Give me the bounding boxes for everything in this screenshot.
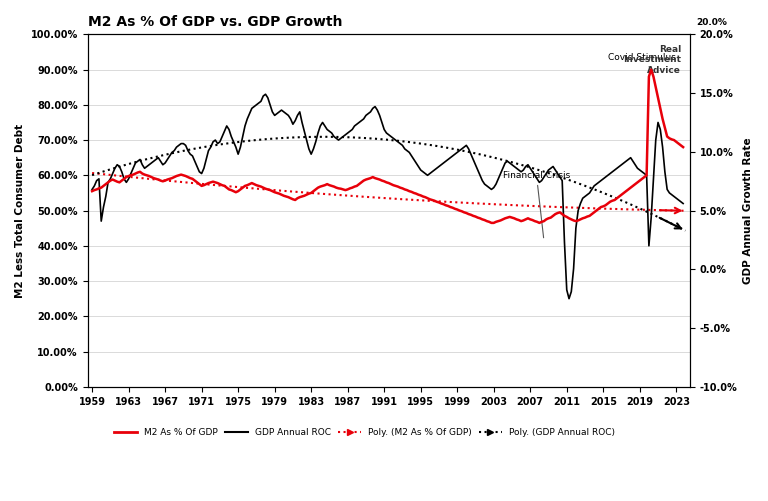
Text: Financial Crisis: Financial Crisis — [503, 171, 570, 238]
Legend: M2 As % Of GDP, GDP Annual ROC, Poly. (M2 As % Of GDP), Poly. (GDP Annual ROC): M2 As % Of GDP, GDP Annual ROC, Poly. (M… — [111, 424, 618, 440]
Y-axis label: GDP Annual Growth Rate: GDP Annual Growth Rate — [743, 137, 753, 284]
Text: Real
Investment
Advice: Real Investment Advice — [623, 45, 681, 75]
Text: M2 As % Of GDP vs. GDP Growth: M2 As % Of GDP vs. GDP Growth — [88, 15, 342, 29]
Text: Covid Stimulus: Covid Stimulus — [607, 53, 676, 67]
Y-axis label: M2 Less Total Consumer Debt: M2 Less Total Consumer Debt — [15, 123, 25, 298]
Text: 20.0%: 20.0% — [696, 18, 727, 27]
